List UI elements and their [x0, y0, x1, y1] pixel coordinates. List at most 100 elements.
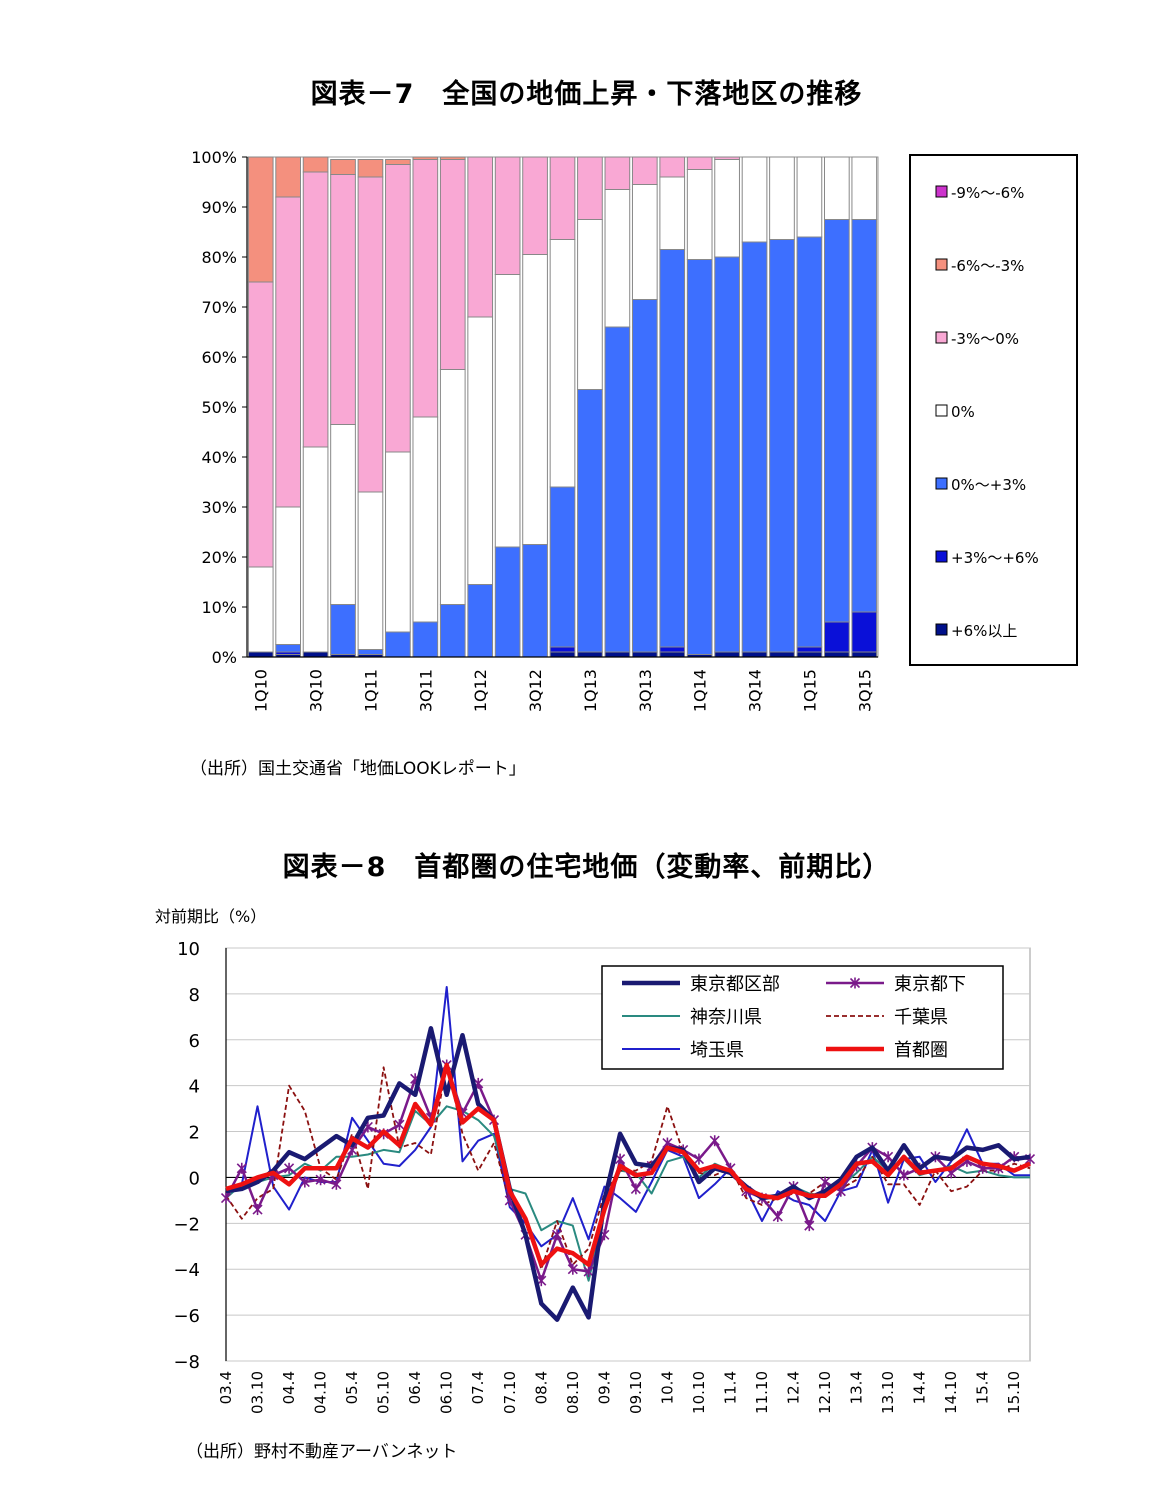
x-tick-label: 03.4 — [217, 1371, 235, 1404]
bar-segment — [604, 189, 631, 328]
bar-segment — [796, 646, 823, 653]
y-tick-label: −4 — [173, 1260, 200, 1281]
bar-segment — [385, 164, 411, 453]
bar-segment — [330, 654, 356, 658]
bar-segment — [714, 651, 740, 658]
y-tick-label: 10% — [201, 598, 237, 617]
series-line — [225, 1105, 1030, 1282]
x-tick-label: 04.10 — [312, 1371, 330, 1414]
x-tick-label: 1Q10 — [252, 669, 271, 712]
bar-segment — [824, 219, 850, 623]
bar-segment — [412, 621, 439, 658]
x-tick-label: 08.10 — [564, 1371, 582, 1414]
legend-label: +6%以上 — [951, 622, 1017, 640]
bar-segment — [659, 646, 686, 653]
y-axis-label: 対前期比（%） — [155, 907, 266, 926]
series-marker — [441, 1059, 452, 1071]
series-marker — [283, 1162, 295, 1174]
series-marker — [946, 1167, 957, 1179]
legend-label: -6%～-3% — [951, 257, 1024, 275]
series-marker — [914, 1162, 925, 1174]
bar-segment — [851, 611, 878, 653]
series-marker — [583, 1266, 594, 1278]
series-marker — [520, 1229, 531, 1241]
x-tick-label: 05.10 — [375, 1371, 393, 1414]
series-marker — [835, 1185, 846, 1197]
chart2-source: （出所）野村不動産アーバンネット — [186, 1442, 458, 1462]
bar-segment — [357, 176, 384, 493]
bar-segment — [467, 156, 494, 318]
series-marker — [804, 1220, 815, 1232]
bar-segment — [385, 451, 411, 633]
bar-segment — [851, 156, 878, 220]
bar-segment — [769, 651, 795, 658]
bar-segment — [357, 491, 384, 650]
bar-segment — [549, 156, 576, 240]
bar-segment — [439, 159, 466, 370]
series-marker — [315, 1174, 326, 1186]
bar-segment — [439, 604, 466, 658]
y-tick-label: 0 — [189, 1168, 200, 1189]
series-marker — [630, 1183, 641, 1195]
x-tick-label: 10.4 — [658, 1371, 676, 1404]
bar-segment — [330, 174, 356, 425]
bar-segment — [769, 239, 795, 653]
bar-segment — [686, 156, 713, 170]
series-marker — [457, 1107, 468, 1119]
x-tick-label: 1Q12 — [471, 669, 490, 712]
x-tick-label: 1Q13 — [581, 669, 600, 712]
bar-segment — [302, 156, 329, 173]
series-marker — [867, 1142, 878, 1154]
bar-segment — [412, 156, 439, 160]
series-marker — [662, 1137, 673, 1149]
x-tick-label: 1Q15 — [800, 669, 819, 712]
x-tick-label: 09.10 — [627, 1371, 645, 1414]
series-marker — [930, 1151, 941, 1163]
bar-segment — [357, 649, 384, 655]
legend-label: 東京都下 — [894, 974, 966, 995]
bar-segment — [330, 424, 356, 605]
bar-segment — [631, 651, 658, 658]
bar-segment — [275, 644, 301, 653]
bar-segment — [686, 169, 713, 260]
legend-label: 埼玉県 — [690, 1040, 744, 1061]
x-tick-label: 1Q14 — [691, 669, 710, 712]
legend-swatch — [935, 185, 948, 198]
chart1-title: 図表－7 全国の地価上昇・下落地区の推移 — [310, 79, 863, 110]
series-marker — [236, 1162, 247, 1174]
x-tick-label: 03.10 — [249, 1371, 267, 1414]
bar-segment — [604, 651, 631, 658]
bar-segment — [631, 184, 658, 300]
bar-segment — [275, 156, 301, 198]
legend-swatch — [935, 623, 948, 636]
series-marker — [977, 1162, 988, 1174]
legend-marker — [849, 977, 861, 989]
bar-segment — [577, 156, 603, 220]
y-tick-label: 6 — [189, 1031, 200, 1052]
bar-segment — [824, 156, 850, 220]
series-marker — [599, 1229, 610, 1241]
bar-segment — [522, 254, 548, 545]
x-tick-label: 11.10 — [753, 1371, 771, 1414]
series-marker — [331, 1178, 342, 1190]
y-tick-label: 40% — [201, 448, 237, 467]
bar-segment — [247, 156, 274, 283]
y-tick-label: 70% — [201, 298, 237, 317]
series-marker — [788, 1181, 799, 1193]
y-tick-label: 8 — [189, 985, 200, 1006]
series-marker — [709, 1135, 720, 1147]
legend-swatch — [935, 550, 948, 563]
series-marker — [378, 1128, 389, 1140]
series-marker — [488, 1114, 500, 1126]
series-marker — [347, 1144, 358, 1156]
y-tick-label: 4 — [189, 1077, 200, 1098]
series-marker — [536, 1275, 547, 1287]
bar-segment — [851, 219, 878, 613]
x-tick-label: 07.10 — [501, 1371, 519, 1414]
bar-segment — [357, 654, 384, 658]
series-marker — [693, 1153, 705, 1165]
series-marker — [299, 1176, 310, 1188]
series-marker — [1024, 1153, 1036, 1165]
series-marker — [615, 1153, 626, 1165]
series-line — [225, 1026, 1031, 1322]
